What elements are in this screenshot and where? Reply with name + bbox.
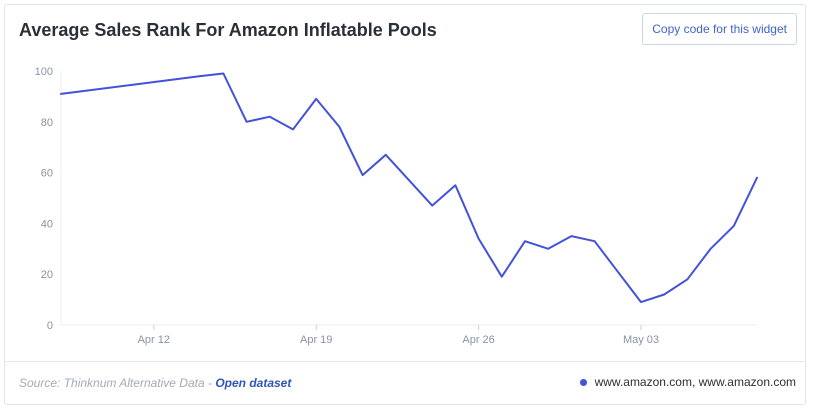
y-tick-label: 100 xyxy=(35,66,53,78)
footer-divider xyxy=(5,361,805,362)
y-tick-label: 40 xyxy=(41,218,53,230)
x-tick-label: Apr 12 xyxy=(138,334,170,346)
y-tick-label: 20 xyxy=(41,269,53,281)
legend-marker-icon xyxy=(579,378,587,386)
line-chart: 0 20 40 60 80 100 Apr 12 Apr 19 Apr 26 May 03 xyxy=(35,66,758,346)
source-attribution: Source: Thinknum Alternative Data - Open… xyxy=(19,376,291,390)
source-text: Source: Thinknum Alternative Data - xyxy=(19,376,212,390)
copy-code-button[interactable]: Copy code for this widget xyxy=(642,13,797,45)
y-tick-label: 80 xyxy=(41,117,53,129)
legend-label: www.amazon.com, www.amazon.com xyxy=(594,375,796,389)
chart-series xyxy=(60,72,758,304)
y-tick-label: 60 xyxy=(41,168,53,180)
x-tick-label: Apr 26 xyxy=(462,334,494,346)
open-dataset-link[interactable]: Open dataset xyxy=(215,376,292,390)
chart-axes: 0 20 40 60 80 100 Apr 12 Apr 19 Apr 26 May 03 xyxy=(35,66,757,346)
x-tick-label: Apr 19 xyxy=(300,334,332,346)
series-line xyxy=(60,72,758,304)
x-tick-label: May 03 xyxy=(623,334,659,346)
chart-legend: www.amazon.com, www.amazon.com xyxy=(579,375,796,389)
y-tick-label: 0 xyxy=(47,320,53,332)
widget-title: Average Sales Rank For Amazon Inflatable… xyxy=(19,20,437,40)
widget-card: Average Sales Rank For Amazon Inflatable… xyxy=(4,4,806,405)
